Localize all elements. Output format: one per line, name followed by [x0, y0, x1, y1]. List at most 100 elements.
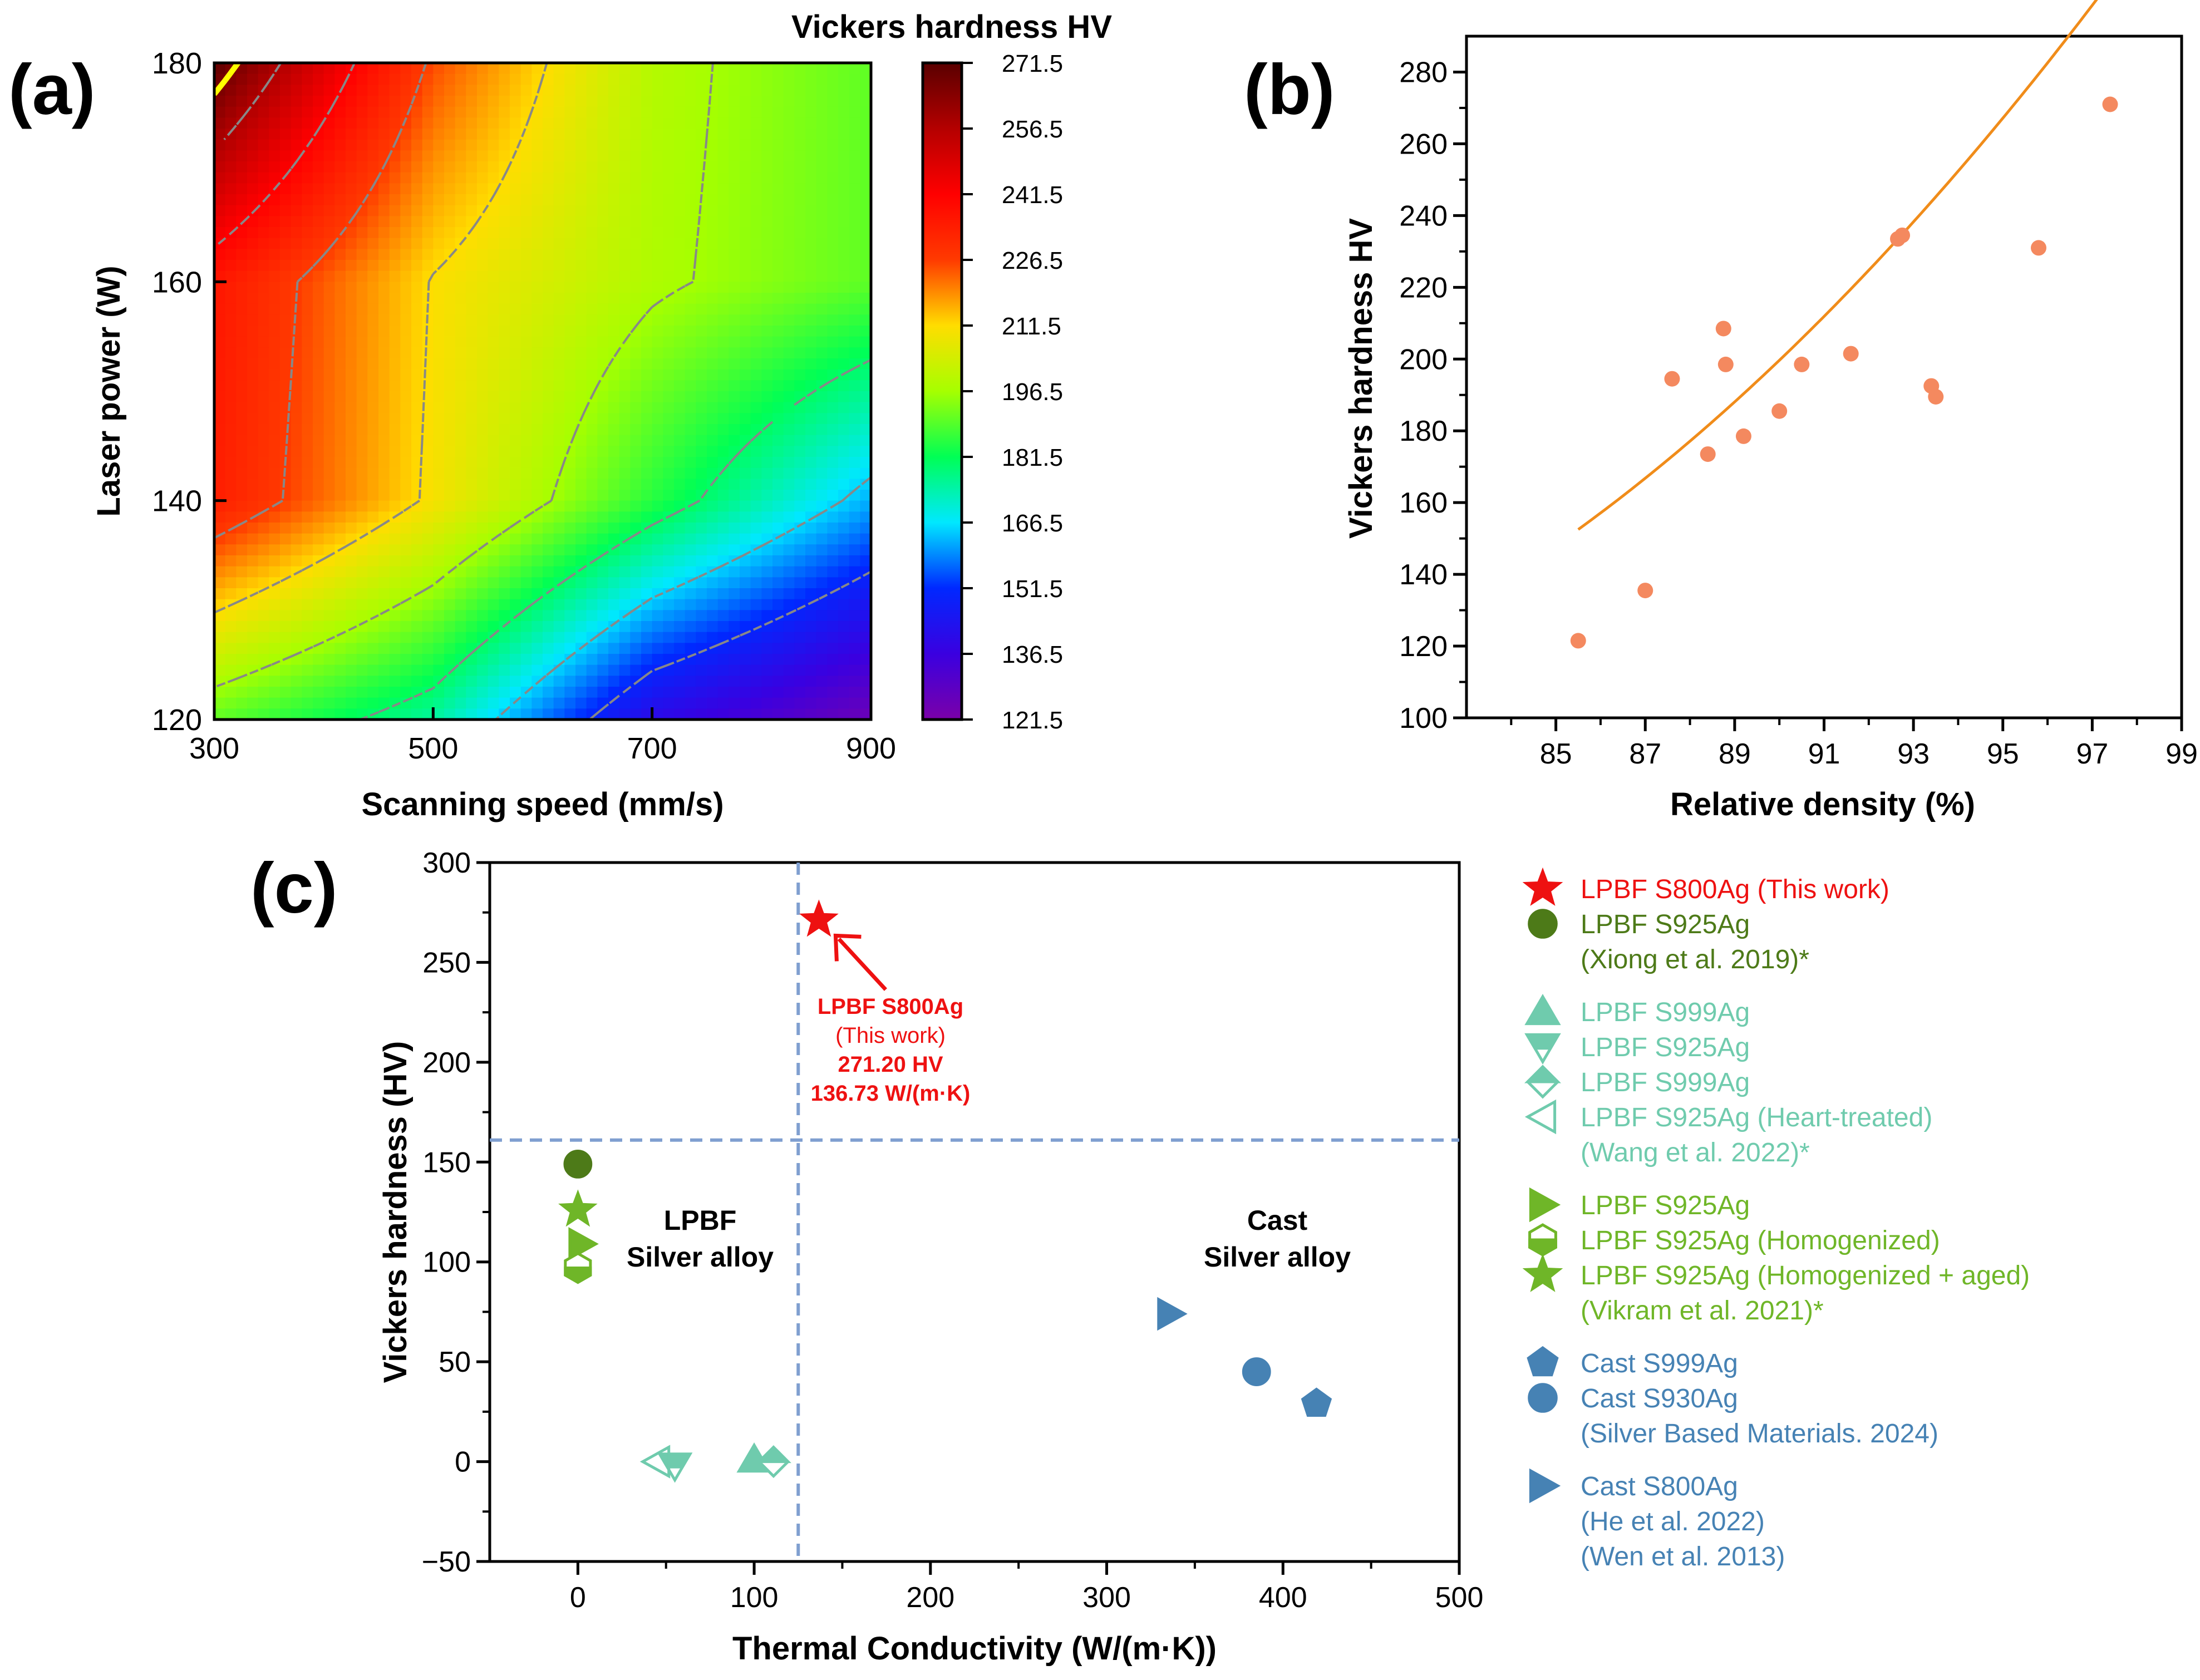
- heatmap-cell: [236, 457, 248, 469]
- heatmap-cell: [302, 555, 313, 567]
- heatmap-cell: [302, 73, 313, 86]
- heatmap-cell: [411, 413, 423, 425]
- heatmap-cell: [674, 566, 686, 578]
- heatmap-cell: [827, 511, 839, 523]
- heatmap-cell: [619, 85, 631, 96]
- heatmap-cell: [575, 303, 587, 316]
- heatmap-cell: [586, 96, 598, 107]
- heatmap-cell: [685, 369, 697, 381]
- heatmap-cell: [608, 238, 620, 250]
- heatmap-cell: [367, 687, 379, 698]
- heatmap-cell: [597, 282, 609, 293]
- heatmap-cell: [411, 314, 423, 326]
- heatmap-cell: [400, 654, 412, 666]
- heatmap-cell: [652, 380, 664, 392]
- heatmap-cell: [696, 249, 707, 260]
- heatmap-cell: [258, 150, 270, 162]
- heatmap-cell: [816, 161, 828, 173]
- heatmap-cell: [750, 172, 762, 184]
- heatmap-cell: [367, 457, 379, 469]
- heatmap-cell: [389, 500, 401, 513]
- heatmap-cell: [225, 358, 237, 370]
- heatmap-cell: [543, 697, 554, 710]
- heatmap-cell: [641, 697, 653, 710]
- heatmap-cell: [849, 511, 861, 523]
- heatmap-cell: [531, 369, 543, 381]
- heatmap-cell: [849, 391, 861, 403]
- heatmap-cell: [356, 555, 368, 567]
- heatmap-cell: [444, 544, 456, 556]
- heatmap-cell: [729, 129, 740, 140]
- heatmap-cell: [378, 303, 390, 316]
- heatmap-cell: [783, 314, 795, 326]
- heatmap-cell: [729, 544, 740, 556]
- heatmap-cell: [772, 172, 784, 184]
- heatmap-cell: [389, 216, 401, 228]
- heatmap-cell: [422, 697, 434, 710]
- heatmap-cell: [827, 402, 839, 414]
- heatmap-cell: [783, 303, 795, 316]
- heatmap-cell: [586, 676, 598, 687]
- heatmap-cell: [543, 150, 554, 162]
- heatmap-cell: [553, 402, 565, 414]
- heatmap-cell: [696, 621, 707, 633]
- heatmap-cell: [510, 467, 521, 480]
- heatmap-cell: [411, 380, 423, 392]
- heatmap-cell: [346, 358, 357, 370]
- heatmap-cell: [750, 249, 762, 260]
- heatmap-cell: [729, 490, 740, 501]
- heatmap-cell: [849, 96, 861, 107]
- heatmap-cell: [367, 632, 379, 644]
- heatmap-cell: [816, 282, 828, 293]
- heatmap-cell: [761, 632, 773, 644]
- heatmap-cell: [455, 85, 467, 96]
- heatmap-cell: [740, 664, 751, 677]
- heatmap-cell: [323, 511, 336, 523]
- heatmap-cell: [455, 73, 467, 86]
- heatmap-cell: [433, 73, 445, 86]
- heatmap-cell: [849, 63, 861, 75]
- heatmap-cell: [334, 500, 346, 513]
- panel-label-a: (a): [8, 50, 95, 130]
- heatmap-cell: [247, 523, 259, 534]
- heatmap-cell: [564, 446, 576, 457]
- heatmap-cell: [575, 435, 587, 447]
- heatmap-cell: [816, 205, 828, 217]
- heatmap-cell: [860, 96, 871, 107]
- heatmap-cell: [575, 238, 587, 250]
- heatmap-cell: [422, 183, 434, 195]
- heatmap-cell: [422, 413, 434, 425]
- y-tick-label: 120: [1399, 630, 1448, 663]
- heatmap-cell: [400, 544, 412, 556]
- heatmap-cell: [346, 391, 357, 403]
- heatmap-cell: [280, 161, 292, 173]
- heatmap-cell: [291, 697, 303, 710]
- heatmap-cell: [323, 490, 336, 501]
- heatmap-cell: [389, 490, 401, 501]
- heatmap-cell: [761, 106, 773, 119]
- heatmap-cell: [477, 500, 489, 513]
- heatmap-cell: [291, 490, 303, 501]
- heatmap-cell: [652, 205, 664, 217]
- heatmap-cell: [367, 358, 379, 370]
- heatmap-cell: [827, 391, 839, 403]
- heatmap-cell: [356, 424, 368, 436]
- heatmap-cell: [477, 183, 489, 195]
- heatmap-cell: [641, 424, 653, 436]
- heatmap-cell: [400, 282, 412, 293]
- heatmap-cell: [750, 63, 762, 75]
- heatmap-cell: [707, 314, 718, 326]
- heatmap-cell: [302, 664, 313, 677]
- heatmap-cell: [761, 238, 773, 250]
- heatmap-cell: [444, 183, 456, 195]
- scatter-point: [1715, 321, 1731, 337]
- heatmap-cell: [236, 326, 248, 337]
- heatmap-cell: [761, 227, 773, 239]
- heatmap-cell: [838, 533, 850, 545]
- heatmap-cell: [334, 391, 346, 403]
- heatmap-cell: [280, 533, 292, 545]
- heatmap-cell: [553, 577, 565, 589]
- heatmap-cell: [433, 347, 445, 359]
- heatmap-cell: [258, 511, 270, 523]
- heatmap-cell: [455, 227, 467, 239]
